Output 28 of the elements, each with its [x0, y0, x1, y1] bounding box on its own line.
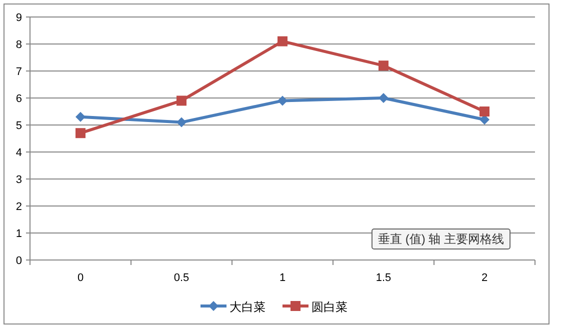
legend-label: 圆白菜: [312, 300, 348, 314]
y-tick-label: 5: [16, 120, 22, 132]
point: [278, 96, 288, 106]
point: [76, 128, 86, 138]
y-tick-label: 8: [16, 39, 22, 51]
annotation: 垂直 (值) 轴 主要网格线: [378, 232, 504, 246]
x-tick-label: 1: [279, 272, 286, 284]
point: [76, 112, 86, 122]
annotation: 垂直 (值) 轴 主要网格线: [372, 228, 510, 250]
y-tick-label: 9: [16, 12, 22, 24]
y-tick-label: 4: [16, 147, 22, 159]
y-tick-label: 3: [16, 174, 22, 186]
point: [278, 36, 288, 46]
point: [378, 60, 388, 71]
point: [480, 106, 490, 116]
y-tick-label: 1: [16, 228, 22, 240]
point: [176, 96, 186, 106]
point: [378, 93, 388, 103]
x-tick-label: 1.5: [376, 272, 392, 284]
y-tick-label: 2: [16, 201, 22, 213]
legend-label: 大白菜: [230, 300, 266, 314]
x-tick-label: 0.5: [174, 272, 190, 284]
point: [176, 117, 186, 128]
y-tick-label: 7: [16, 66, 22, 78]
x-tick-label: 0: [77, 272, 84, 284]
x-tick-label: 2: [481, 272, 488, 284]
y-tick-label: 6: [16, 93, 22, 105]
y-tick-label: 0: [16, 255, 22, 267]
